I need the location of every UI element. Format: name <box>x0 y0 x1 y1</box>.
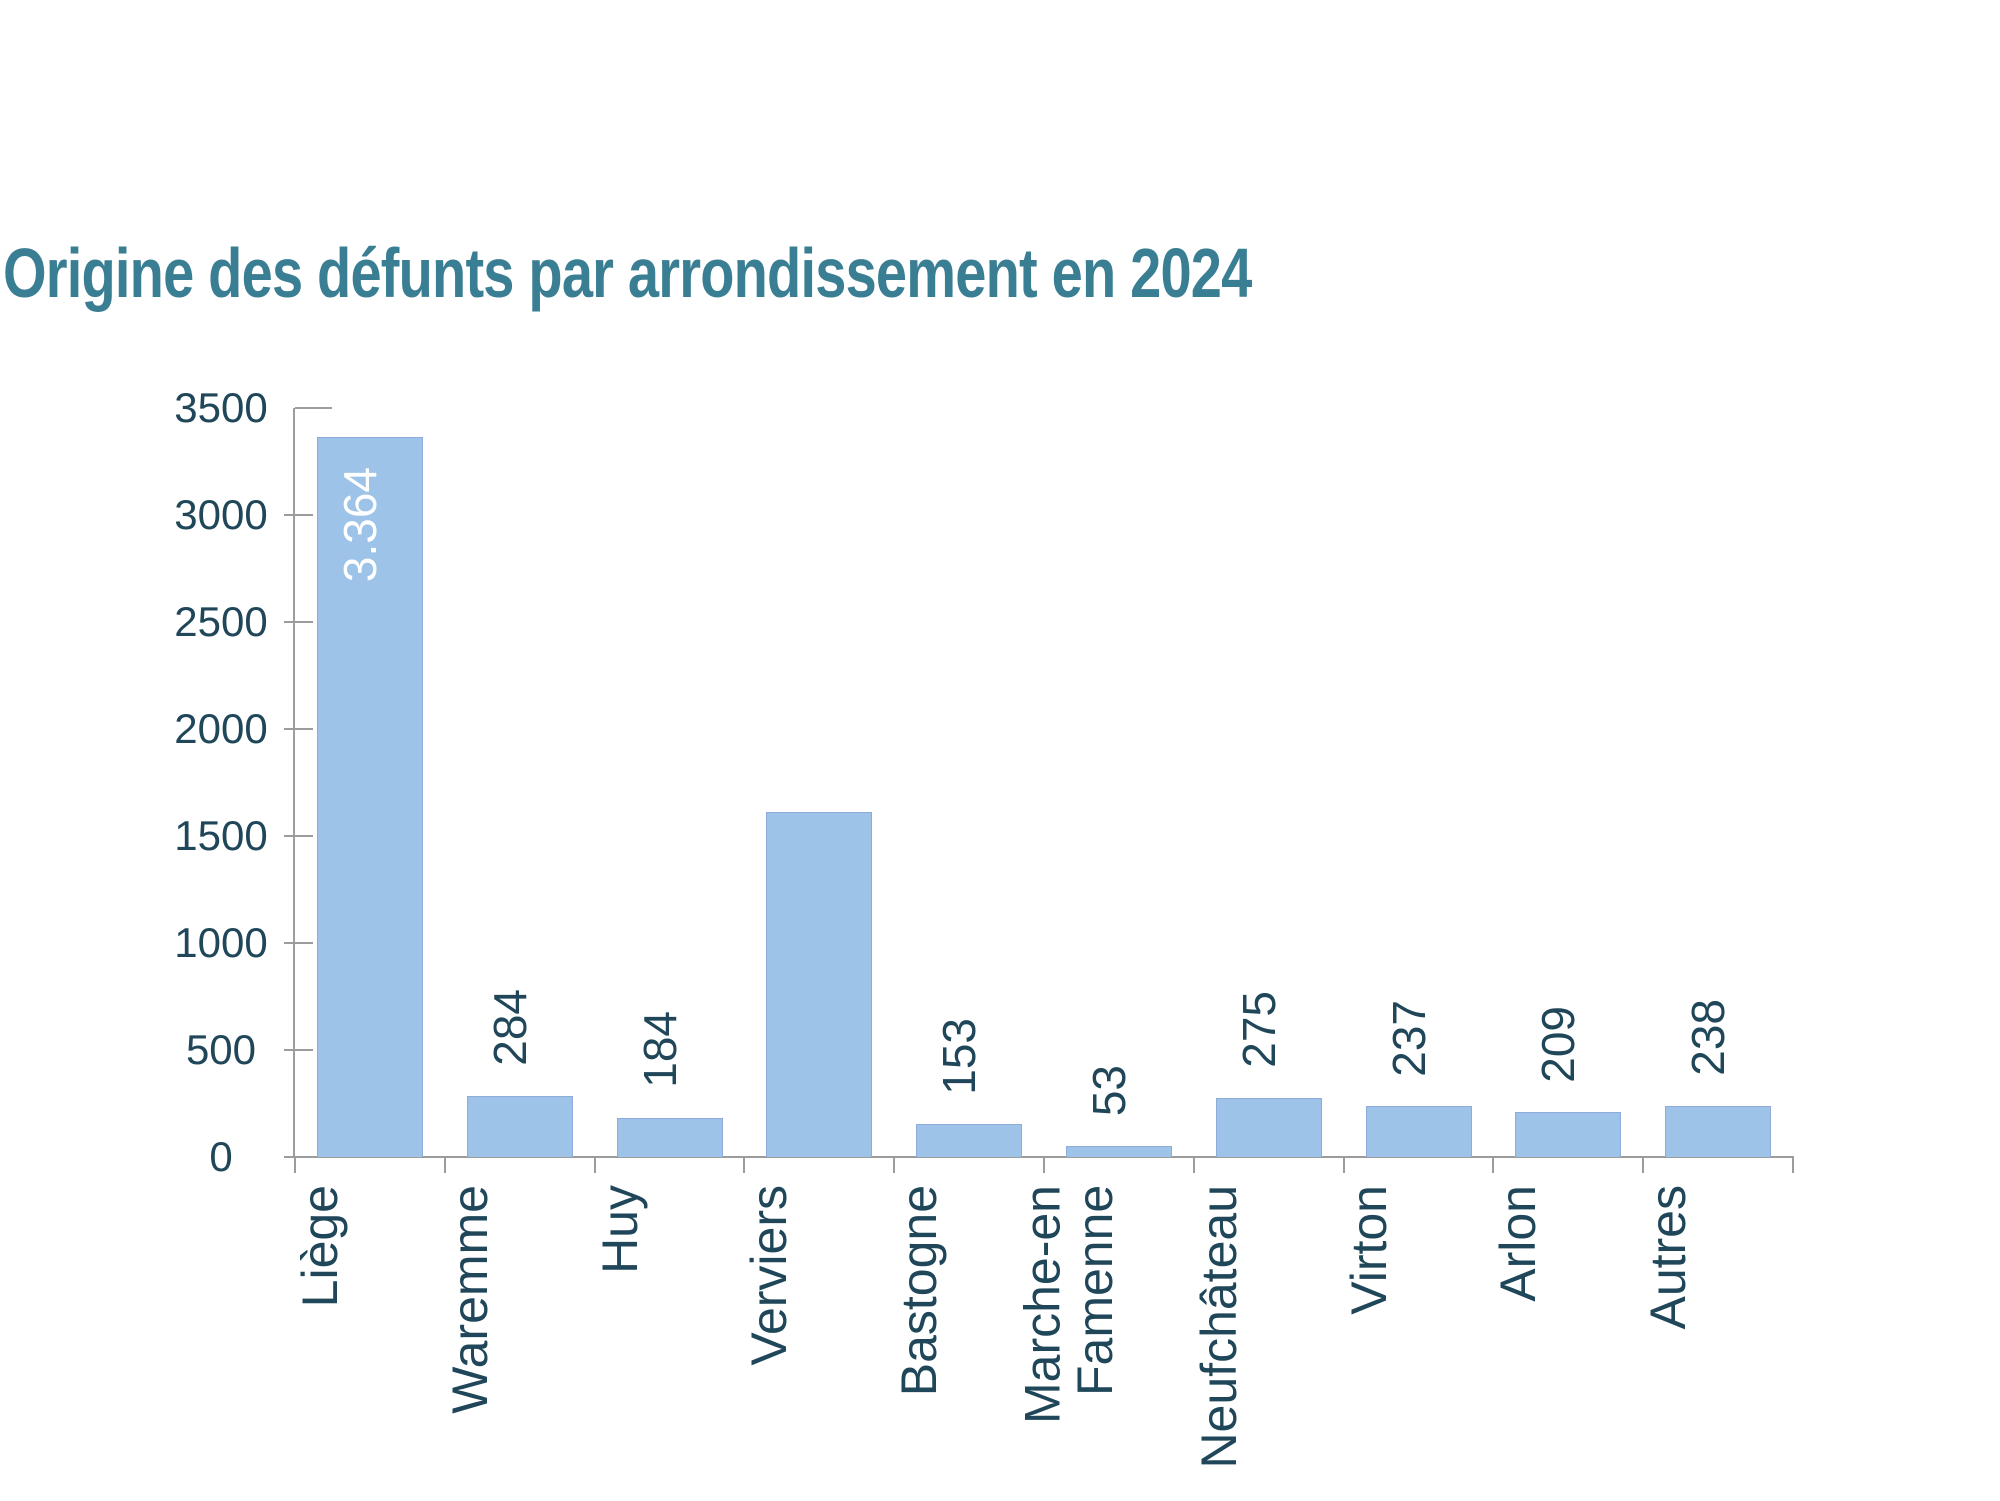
bar-huy <box>616 1117 723 1157</box>
x-category-label-waremme: Waremme <box>441 1185 498 1419</box>
x-tick-8 <box>1492 1158 1495 1173</box>
x-tick-6 <box>1192 1158 1195 1173</box>
x-category-label-huy: Huy <box>591 1185 648 1279</box>
y-tick-3000 <box>284 514 313 516</box>
x-category-label-bastogne-text: Bastogne <box>890 1185 947 1397</box>
bar-value-label-virton: 237 <box>1382 999 1435 1082</box>
bar-value-label-autres-text: 238 <box>1681 999 1734 1077</box>
bar-value-label-bastogne: 153 <box>932 1017 985 1100</box>
bar-value-label-li-ge-text: 3.364 <box>333 467 386 583</box>
x-category-label-waremme-text: Waremme <box>441 1185 498 1414</box>
y-tick-label-3500: 3500 <box>174 384 268 431</box>
x-category-label-verviers: Verviers <box>741 1185 798 1371</box>
bar-value-label-virton-text: 237 <box>1382 999 1435 1077</box>
x-tick-9 <box>1642 1158 1645 1173</box>
chart-title: Origine des défunts par arrondissement e… <box>3 234 1252 312</box>
x-tick-4 <box>893 1158 896 1173</box>
x-category-label-autres: Autres <box>1639 1185 1696 1335</box>
x-axis-line <box>293 1156 1794 1158</box>
bar-value-label-bastogne-text: 153 <box>932 1017 985 1095</box>
bar-value-label-huy: 184 <box>633 1010 686 1093</box>
bar-li-ge <box>316 437 423 1157</box>
x-tick-10 <box>1792 1158 1794 1173</box>
bar-marche-en-famenne <box>1065 1145 1172 1157</box>
x-tick-0 <box>294 1158 296 1173</box>
x-category-label-huy-text: Huy <box>591 1185 648 1274</box>
y-axis-line <box>293 408 295 1158</box>
bar-value-label-li-ge: 3.364 <box>333 467 386 587</box>
bar-neufch-teau <box>1215 1098 1322 1157</box>
bar-virton <box>1365 1106 1472 1157</box>
x-category-label-arlon-text: Arlon <box>1490 1185 1547 1302</box>
y-tick-label-0: 0 <box>209 1133 233 1180</box>
y-tick-0 <box>284 1156 293 1158</box>
y-tick-2000 <box>284 728 313 730</box>
bar-arlon <box>1515 1112 1622 1157</box>
bar-value-label-autres: 238 <box>1681 999 1734 1081</box>
x-category-label-virton-text: Virton <box>1340 1185 1397 1315</box>
y-tick-3500 <box>295 407 332 409</box>
bar-autres <box>1665 1106 1772 1157</box>
y-tick-label-1500: 1500 <box>174 812 268 859</box>
bar-value-label-arlon: 209 <box>1532 1005 1585 1088</box>
bar-value-label-waremme: 284 <box>483 989 536 1071</box>
bar-value-label-arlon-text: 209 <box>1532 1005 1585 1083</box>
bar-value-label-neufch-teau: 275 <box>1232 991 1285 1073</box>
x-category-label-bastogne: Bastogne <box>890 1185 947 1401</box>
bar-value-label-marche-en-famenne-text: 53 <box>1082 1064 1135 1116</box>
x-category-label-neufch-teau-text: Neufchâteau <box>1190 1185 1247 1469</box>
y-tick-label-3000: 3000 <box>174 491 268 538</box>
bar-value-label-huy-text: 184 <box>633 1010 686 1088</box>
bar-value-label-waremme-text: 284 <box>483 989 536 1067</box>
bar-verviers <box>766 812 873 1157</box>
x-tick-1 <box>443 1158 446 1173</box>
x-category-label-li-ge-text: Liège <box>291 1185 348 1308</box>
bar-value-label-marche-en-famenne: 53 <box>1082 1064 1135 1121</box>
x-tick-7 <box>1342 1158 1345 1173</box>
bar-bastogne <box>916 1124 1023 1157</box>
y-tick-label-2500: 2500 <box>174 598 268 645</box>
x-category-label-marche-en-famenne: Marche-en Famenne <box>1014 1185 1124 1429</box>
x-category-label-arlon: Arlon <box>1490 1185 1547 1307</box>
x-category-label-neufch-teau: Neufchâteau <box>1190 1185 1247 1474</box>
x-tick-3 <box>743 1158 746 1173</box>
y-tick-label-500: 500 <box>185 1026 257 1073</box>
y-tick-500 <box>284 1049 313 1051</box>
x-tick-5 <box>1043 1158 1045 1173</box>
bar-value-label-neufch-teau-text: 275 <box>1232 991 1285 1069</box>
x-tick-2 <box>593 1158 596 1173</box>
x-category-label-virton: Virton <box>1340 1185 1397 1320</box>
y-tick-2500 <box>284 621 313 623</box>
x-category-label-autres-text: Autres <box>1639 1185 1696 1330</box>
x-category-label-verviers-text: Verviers <box>741 1185 798 1366</box>
y-tick-1000 <box>284 942 313 944</box>
x-category-label-li-ge: Liège <box>291 1185 348 1312</box>
y-tick-label-1000: 1000 <box>174 919 268 966</box>
y-tick-label-2000: 2000 <box>174 705 268 752</box>
y-tick-1500 <box>284 835 313 837</box>
x-category-label-marche-en-famenne-text: Marche-en Famenne <box>1014 1185 1124 1424</box>
bar-waremme <box>466 1096 573 1157</box>
